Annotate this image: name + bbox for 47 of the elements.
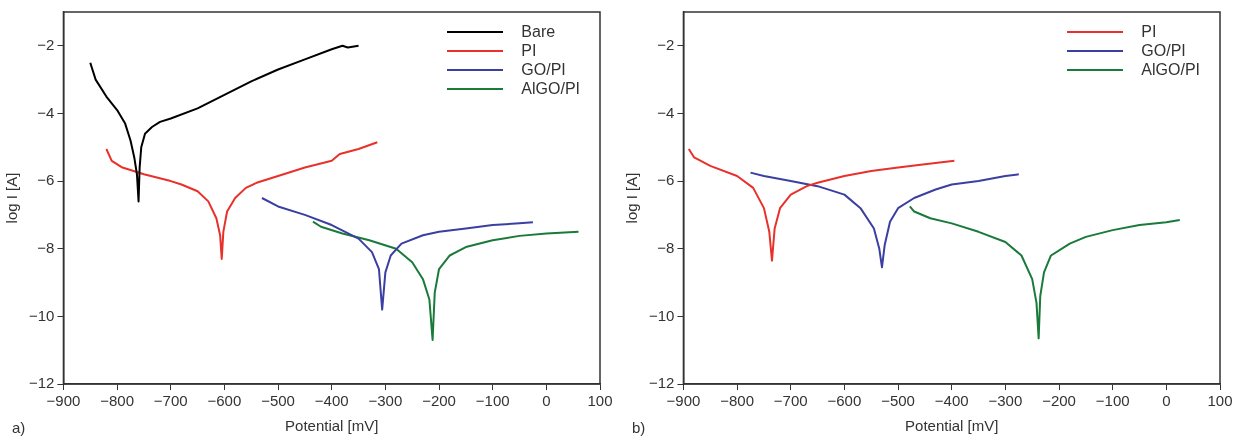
x-tick-label: −900 [46, 392, 81, 410]
y-tick-label: −10 [28, 306, 55, 324]
y-tick-label: −8 [37, 238, 55, 256]
legend-label: PI [1141, 22, 1157, 41]
x-tick-label: −500 [881, 392, 915, 410]
legend-label: GO/PI [1141, 41, 1186, 60]
x-tick-label: −800 [720, 392, 754, 410]
y-axis-title: log I [A] [623, 172, 641, 224]
y-tick-label: −4 [37, 103, 55, 121]
x-tick-label: −900 [666, 392, 701, 410]
y-tick-label: −12 [648, 374, 675, 392]
x-tick-label: 100 [1207, 392, 1233, 410]
x-tick-label: −700 [153, 392, 188, 410]
x-tick-label: −100 [1095, 392, 1130, 410]
x-tick-label: 100 [587, 392, 613, 410]
y-tick-label: −2 [37, 35, 55, 53]
x-tick-label: −100 [475, 392, 510, 410]
y-tick-label: −6 [37, 171, 55, 189]
y-tick-label: −6 [657, 171, 675, 189]
x-tick-label: −500 [261, 392, 295, 410]
x-tick-label: −200 [422, 392, 456, 410]
y-tick-label: −4 [657, 103, 675, 121]
legend-label: GO/PI [521, 60, 566, 79]
x-tick-label: −300 [988, 392, 1023, 410]
legend-label: AlGO/PI [1141, 60, 1200, 79]
y-tick-label: −12 [28, 374, 55, 392]
legend-label: PI [521, 41, 537, 60]
x-tick-label: −300 [368, 392, 403, 410]
x-axis-title: Potential [mV] [905, 417, 999, 435]
y-tick-label: −8 [657, 238, 675, 256]
text: a) [12, 418, 26, 436]
x-tick-label: −400 [934, 392, 969, 410]
y-axis-title: log I [A] [3, 172, 21, 224]
x-tick-label: 0 [1162, 392, 1171, 410]
y-tick-label: −2 [657, 35, 675, 53]
legend-label: Bare [521, 22, 556, 41]
x-tick-label: −600 [207, 392, 242, 410]
x-tick-label: −800 [100, 392, 134, 410]
x-tick-label: −200 [1042, 392, 1076, 410]
x-tick-label: −400 [314, 392, 349, 410]
legend-label: AlGO/PI [521, 79, 580, 98]
x-tick-label: −600 [827, 392, 862, 410]
x-axis-title: Potential [mV] [285, 417, 379, 435]
text: b) [632, 418, 646, 436]
x-tick-label: 0 [542, 392, 551, 410]
x-tick-label: −700 [773, 392, 808, 410]
y-tick-label: −10 [648, 306, 675, 324]
